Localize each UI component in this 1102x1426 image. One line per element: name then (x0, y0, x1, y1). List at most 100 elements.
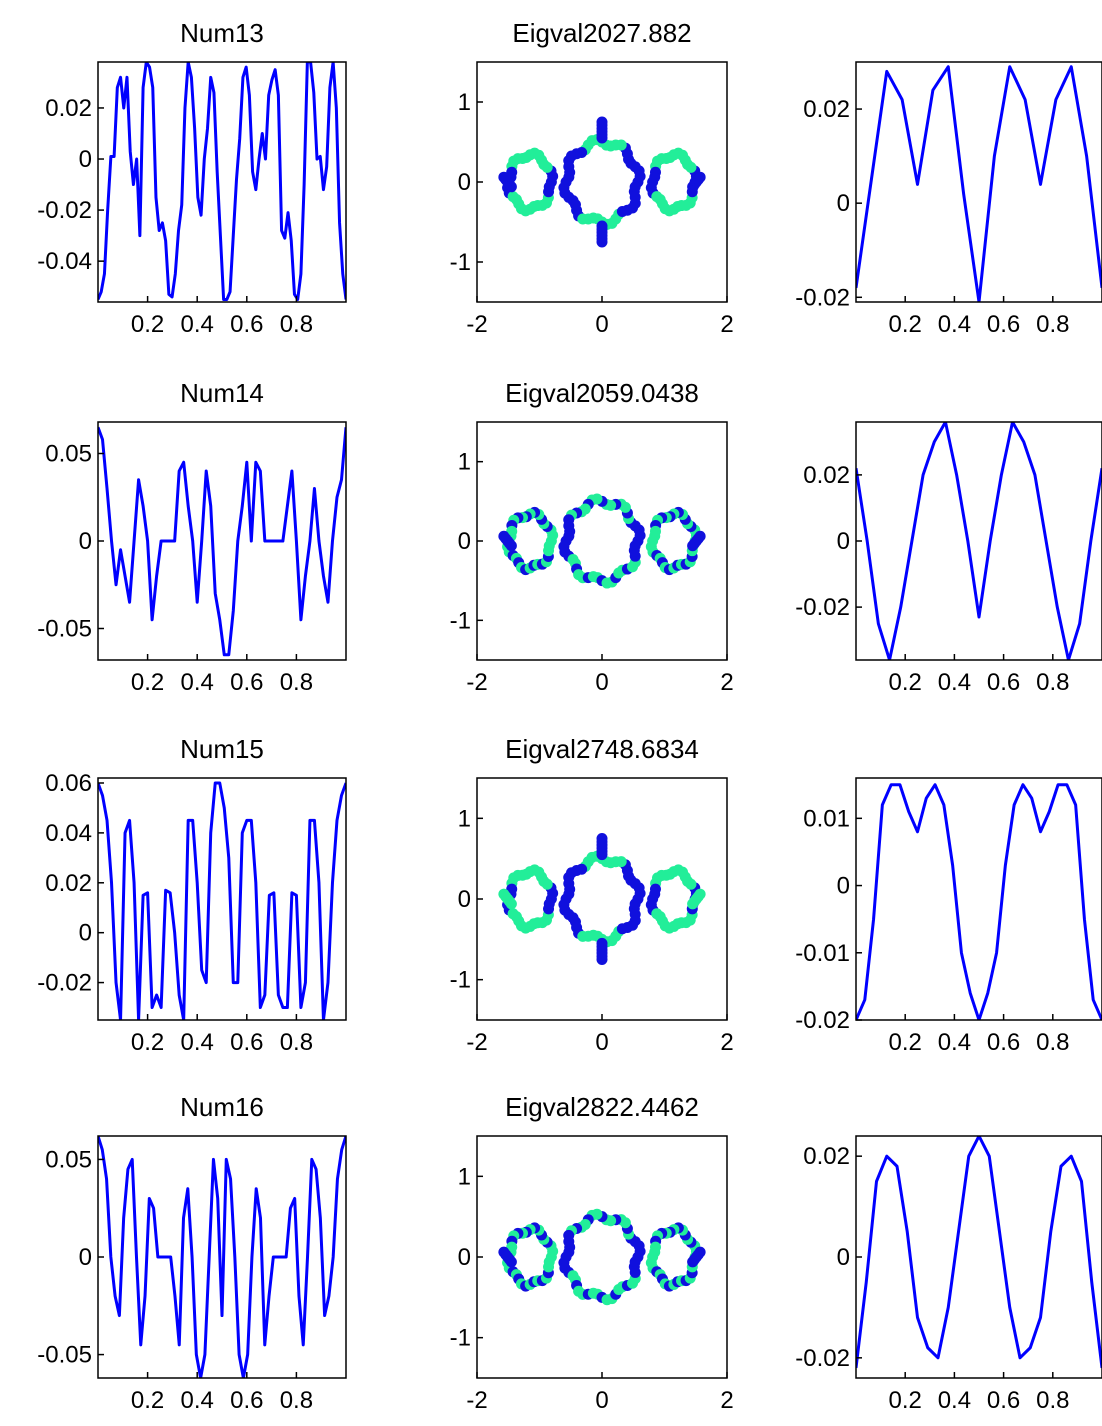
y-tick-label: -0.05 (37, 616, 92, 643)
eigenvalue-point (629, 181, 641, 193)
x-tick-label: 2 (720, 1029, 733, 1056)
series-line (98, 781, 346, 1020)
x-tick-label: 0.2 (131, 1029, 164, 1056)
subplot-4-1: Num16 0.2 0.4 0.6 0.8 0.05 0 -0.05 (37, 1092, 347, 1414)
x-tick-label: 2 (720, 1387, 733, 1414)
eigenvalue-point (596, 833, 608, 844)
eigenvalue-point (596, 116, 608, 128)
y-tick-label: 0.02 (803, 1143, 850, 1170)
x-tick-label: 0.2 (889, 669, 922, 696)
y-tick-label: 0.05 (45, 1146, 92, 1173)
x-tick-label: 0.6 (230, 1387, 263, 1414)
subplot-2-2: Eigval2059.0438 -2 0 2 1 0 -1 (450, 378, 734, 696)
x-tick-label: 2 (720, 669, 733, 696)
y-tick-label: 0 (837, 873, 850, 900)
y-tick-label: 0 (837, 190, 850, 217)
x-tick-label: -2 (466, 1387, 487, 1414)
x-tick-label: 0.8 (280, 311, 313, 338)
axes-frame (476, 421, 728, 661)
subplot-title: Num15 (180, 734, 264, 764)
y-tick-label: 0 (458, 886, 471, 913)
y-tick-label: 1 (458, 1163, 471, 1190)
axes-frame (476, 61, 728, 303)
y-tick-label: -0.04 (37, 248, 92, 275)
x-tick-label: 0.4 (938, 1387, 971, 1414)
subplot-1-3: 0.2 0.4 0.6 0.8 0.02 0 -0.02 (795, 61, 1102, 338)
y-tick-label: 1 (458, 89, 471, 116)
x-tick-label: 0.4 (181, 669, 214, 696)
eigenvalue-point (694, 171, 706, 183)
y-tick-label: 0 (458, 169, 471, 196)
y-tick-label: -1 (450, 967, 471, 994)
series-line (98, 62, 346, 301)
y-tick-label: -0.02 (37, 970, 92, 997)
x-tick-label: 0.8 (280, 1029, 313, 1056)
y-tick-label: 0 (79, 146, 92, 173)
axes-frame (476, 1135, 728, 1379)
x-tick-label: 0 (595, 1029, 608, 1056)
subplot-3-2: Eigval2748.6834 -2 0 2 1 0 -1 (450, 734, 734, 1056)
x-tick-label: 0.6 (987, 669, 1020, 696)
subplot-1-2: Eigval2027.882 -2 0 2 1 0 -1 (450, 18, 734, 338)
axes-frame (855, 1135, 1102, 1379)
y-tick-label: 0 (79, 1244, 92, 1271)
y-tick-label: 0.02 (45, 870, 92, 897)
x-tick-label: 0.4 (181, 311, 214, 338)
series-line (856, 65, 1102, 302)
subplot-4-3: 0.2 0.4 0.6 0.8 0.02 0 -0.02 (795, 1135, 1102, 1414)
x-tick-label: 0.2 (889, 1029, 922, 1056)
eigenvalue-point (629, 1256, 641, 1268)
y-tick-label: -0.02 (37, 197, 92, 224)
series-line (856, 1136, 1102, 1369)
subplot-title: Eigval2822.4462 (505, 1092, 699, 1122)
y-tick-label: 0.06 (45, 770, 92, 797)
eigenvalue-point (498, 171, 510, 183)
y-tick-label: 0 (79, 920, 92, 947)
x-tick-label: -2 (466, 1029, 487, 1056)
subplot-2-3: 0.2 0.4 0.6 0.8 0.02 0 -0.02 (795, 421, 1102, 696)
eigenvalue-point (694, 1246, 706, 1258)
subplot-title: Eigval2059.0438 (505, 378, 699, 408)
y-tick-label: 0 (458, 1244, 471, 1271)
y-tick-label: 1 (458, 449, 471, 476)
x-tick-label: 0.8 (280, 1387, 313, 1414)
eigenvalue-point (543, 898, 555, 910)
y-tick-label: -0.02 (795, 594, 850, 621)
x-tick-label: 0 (595, 669, 608, 696)
x-tick-label: -2 (466, 669, 487, 696)
x-tick-label: 0.6 (987, 1029, 1020, 1056)
x-tick-label: 0.2 (131, 669, 164, 696)
y-tick-label: -0.02 (795, 1345, 850, 1372)
subplot-title: Num16 (180, 1092, 264, 1122)
y-tick-label: 0.02 (803, 96, 850, 123)
subplot-2-1: Num14 0.2 0.4 0.6 0.8 0.05 0 -0.05 (37, 378, 347, 696)
x-tick-label: 0 (595, 1387, 608, 1414)
subplot-3-3: 0.2 0.4 0.6 0.8 0.01 0 -0.01 -0.02 (795, 777, 1102, 1056)
series-line (98, 426, 346, 657)
y-tick-label: -1 (450, 249, 471, 276)
x-tick-label: 0.6 (987, 311, 1020, 338)
x-tick-label: 0.8 (280, 669, 313, 696)
x-tick-label: 0.2 (131, 311, 164, 338)
subplot-title: Eigval2027.882 (512, 18, 691, 48)
eigenvalue-point (543, 540, 555, 552)
eigenvalue-point (543, 181, 555, 193)
y-tick-label: 0 (837, 1244, 850, 1271)
x-tick-label: 0.8 (1036, 1029, 1069, 1056)
x-tick-label: 0 (595, 311, 608, 338)
x-tick-label: -2 (466, 311, 487, 338)
eigenvalue-point (596, 236, 608, 248)
x-tick-label: 0.6 (230, 669, 263, 696)
series-line (98, 1136, 346, 1378)
x-tick-label: 0.6 (230, 1029, 263, 1056)
y-tick-label: -1 (450, 1325, 471, 1352)
y-tick-label: 0.01 (803, 805, 850, 832)
y-tick-label: -0.05 (37, 1342, 92, 1369)
axes-frame (97, 61, 347, 303)
axes-frame (97, 777, 347, 1021)
x-tick-label: 0.8 (1036, 1387, 1069, 1414)
eigenvalue-point (694, 530, 706, 542)
y-tick-label: -0.02 (795, 1007, 850, 1034)
eigenvalue-point (543, 1256, 555, 1268)
